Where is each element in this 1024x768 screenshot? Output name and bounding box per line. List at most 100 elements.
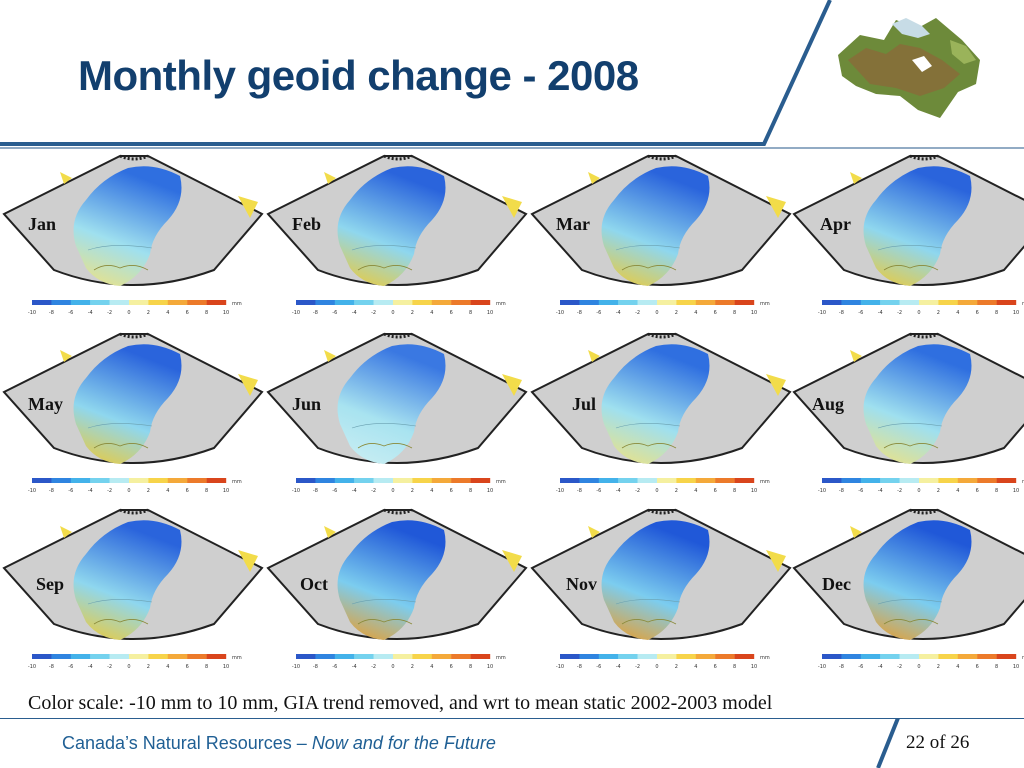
footer-org: Canada’s Natural Resources – <box>62 733 312 753</box>
colorbar-tick: 2 <box>411 310 414 316</box>
colorbar-tick: 2 <box>147 310 150 316</box>
month-label-dec: Dec <box>822 574 851 594</box>
map-panel-jun: -10 -8 -6 -4 -2 0 2 4 6 8 10 mm <box>266 328 528 504</box>
colorbar-tick: 8 <box>205 488 208 494</box>
colorbar-tick: -8 <box>577 664 582 670</box>
colorbar-tick: 10 <box>751 310 757 316</box>
colorbar-tick: -8 <box>313 488 318 494</box>
colorbar-tick: 4 <box>956 664 959 670</box>
colorbar-tick: -4 <box>878 664 883 670</box>
colorbar-tick: -10 <box>28 488 36 494</box>
colorbar-unit: mm <box>760 655 770 661</box>
colorbar-tick: -8 <box>49 488 54 494</box>
footer-slogan: Now and for the Future <box>311 733 496 753</box>
colorbar-tick: 8 <box>995 310 998 316</box>
footer-tagline: Canada’s Natural Resources – Now and for… <box>62 733 496 754</box>
colorbar-tick: -8 <box>313 664 318 670</box>
colorbar-tick: 0 <box>655 664 658 670</box>
colorbar-tick: 0 <box>127 488 130 494</box>
monthly-geoid-panels: -10 -8 -6 -4 -2 0 2 4 6 8 10 mm -10 -8 -6 -4 -2 0 2 4 6 8 10 mm… <box>0 150 1024 670</box>
colorbar-tick: 6 <box>976 310 979 316</box>
colorbar-tick: 0 <box>917 310 920 316</box>
colorbar-tick: 0 <box>655 310 658 316</box>
colorbar-tick: 4 <box>956 310 959 316</box>
colorbar-tick: 2 <box>147 664 150 670</box>
colorbar-tick: 10 <box>487 488 493 494</box>
colorbar-tick: 0 <box>917 488 920 494</box>
colorbar-tick: 8 <box>469 488 472 494</box>
map-panel-jan: -10 -8 -6 -4 -2 0 2 4 6 8 10 mm <box>2 150 264 326</box>
colorbar-tick: 6 <box>976 488 979 494</box>
colorbar-tick: -2 <box>897 664 902 670</box>
colorbar-tick: -4 <box>616 310 621 316</box>
colorbar-tick: 4 <box>694 310 697 316</box>
colorbar-tick: -2 <box>371 310 376 316</box>
colorbar-tick: 4 <box>166 664 169 670</box>
colorbar-tick: -2 <box>635 664 640 670</box>
colorbar-tick: 2 <box>937 664 940 670</box>
slide-title: Monthly geoid change - 2008 <box>78 52 639 99</box>
colorbar-tick: -2 <box>371 664 376 670</box>
map-panel-sep: -10 -8 -6 -4 -2 0 2 4 6 8 10 mm <box>2 504 264 680</box>
colorbar-tick: -10 <box>556 310 564 316</box>
month-label-sep: Sep <box>36 574 65 594</box>
colorbar-tick: 8 <box>469 664 472 670</box>
colorbar-tick: -4 <box>616 664 621 670</box>
colorbar-tick: -10 <box>28 664 36 670</box>
colorbar-tick: -10 <box>28 310 36 316</box>
colorbar-tick: 8 <box>205 310 208 316</box>
colorbar-tick: 10 <box>751 664 757 670</box>
colorbar-tick: -10 <box>292 664 300 670</box>
colorbar-tick: -10 <box>556 664 564 670</box>
colorbar-tick: -4 <box>352 664 357 670</box>
colorbar-tick: -10 <box>818 488 826 494</box>
colorbar-tick: -8 <box>49 310 54 316</box>
colorbar-tick: -2 <box>107 664 112 670</box>
month-label-mar: Mar <box>556 214 590 234</box>
colorbar-tick: -10 <box>818 664 826 670</box>
colorbar-tick: 10 <box>223 488 229 494</box>
colorbar-tick: 0 <box>391 664 394 670</box>
map-panel-oct: -10 -8 -6 -4 -2 0 2 4 6 8 10 mm <box>266 504 528 680</box>
colorbar-tick: -10 <box>818 310 826 316</box>
colorbar-tick: -2 <box>897 310 902 316</box>
colorbar-tick: 4 <box>430 664 433 670</box>
colorbar-tick: -4 <box>88 310 93 316</box>
month-label-jun: Jun <box>292 394 322 414</box>
colorbar-tick: 10 <box>487 664 493 670</box>
colorbar-tick: -8 <box>839 664 844 670</box>
colorbar-tick: -8 <box>839 310 844 316</box>
colorbar-tick: -6 <box>332 488 337 494</box>
colorbar-tick: -6 <box>858 488 863 494</box>
page-number: 22 of 26 <box>906 732 970 753</box>
colorbar-tick: -4 <box>352 310 357 316</box>
colorbar-tick: 0 <box>917 664 920 670</box>
colorbar-tick: -4 <box>88 488 93 494</box>
colorbar-unit: mm <box>1022 301 1024 307</box>
colorbar-unit: mm <box>760 479 770 485</box>
month-label-nov: Nov <box>566 574 597 594</box>
colorbar-tick: 4 <box>430 488 433 494</box>
colorbar-unit: mm <box>496 479 506 485</box>
colorbar-tick: 6 <box>186 488 189 494</box>
month-label-aug: Aug <box>812 394 845 414</box>
colorbar-tick: -8 <box>839 488 844 494</box>
colorbar-tick: -4 <box>616 488 621 494</box>
colorbar-tick: -6 <box>68 310 73 316</box>
colorbar-tick: -4 <box>352 488 357 494</box>
colorbar-tick: -2 <box>371 488 376 494</box>
colorbar-tick: 4 <box>694 488 697 494</box>
colorbar-tick: 2 <box>937 310 940 316</box>
colorbar-tick: 4 <box>166 488 169 494</box>
colorbar-tick: -8 <box>577 488 582 494</box>
colorbar-tick: 2 <box>411 664 414 670</box>
